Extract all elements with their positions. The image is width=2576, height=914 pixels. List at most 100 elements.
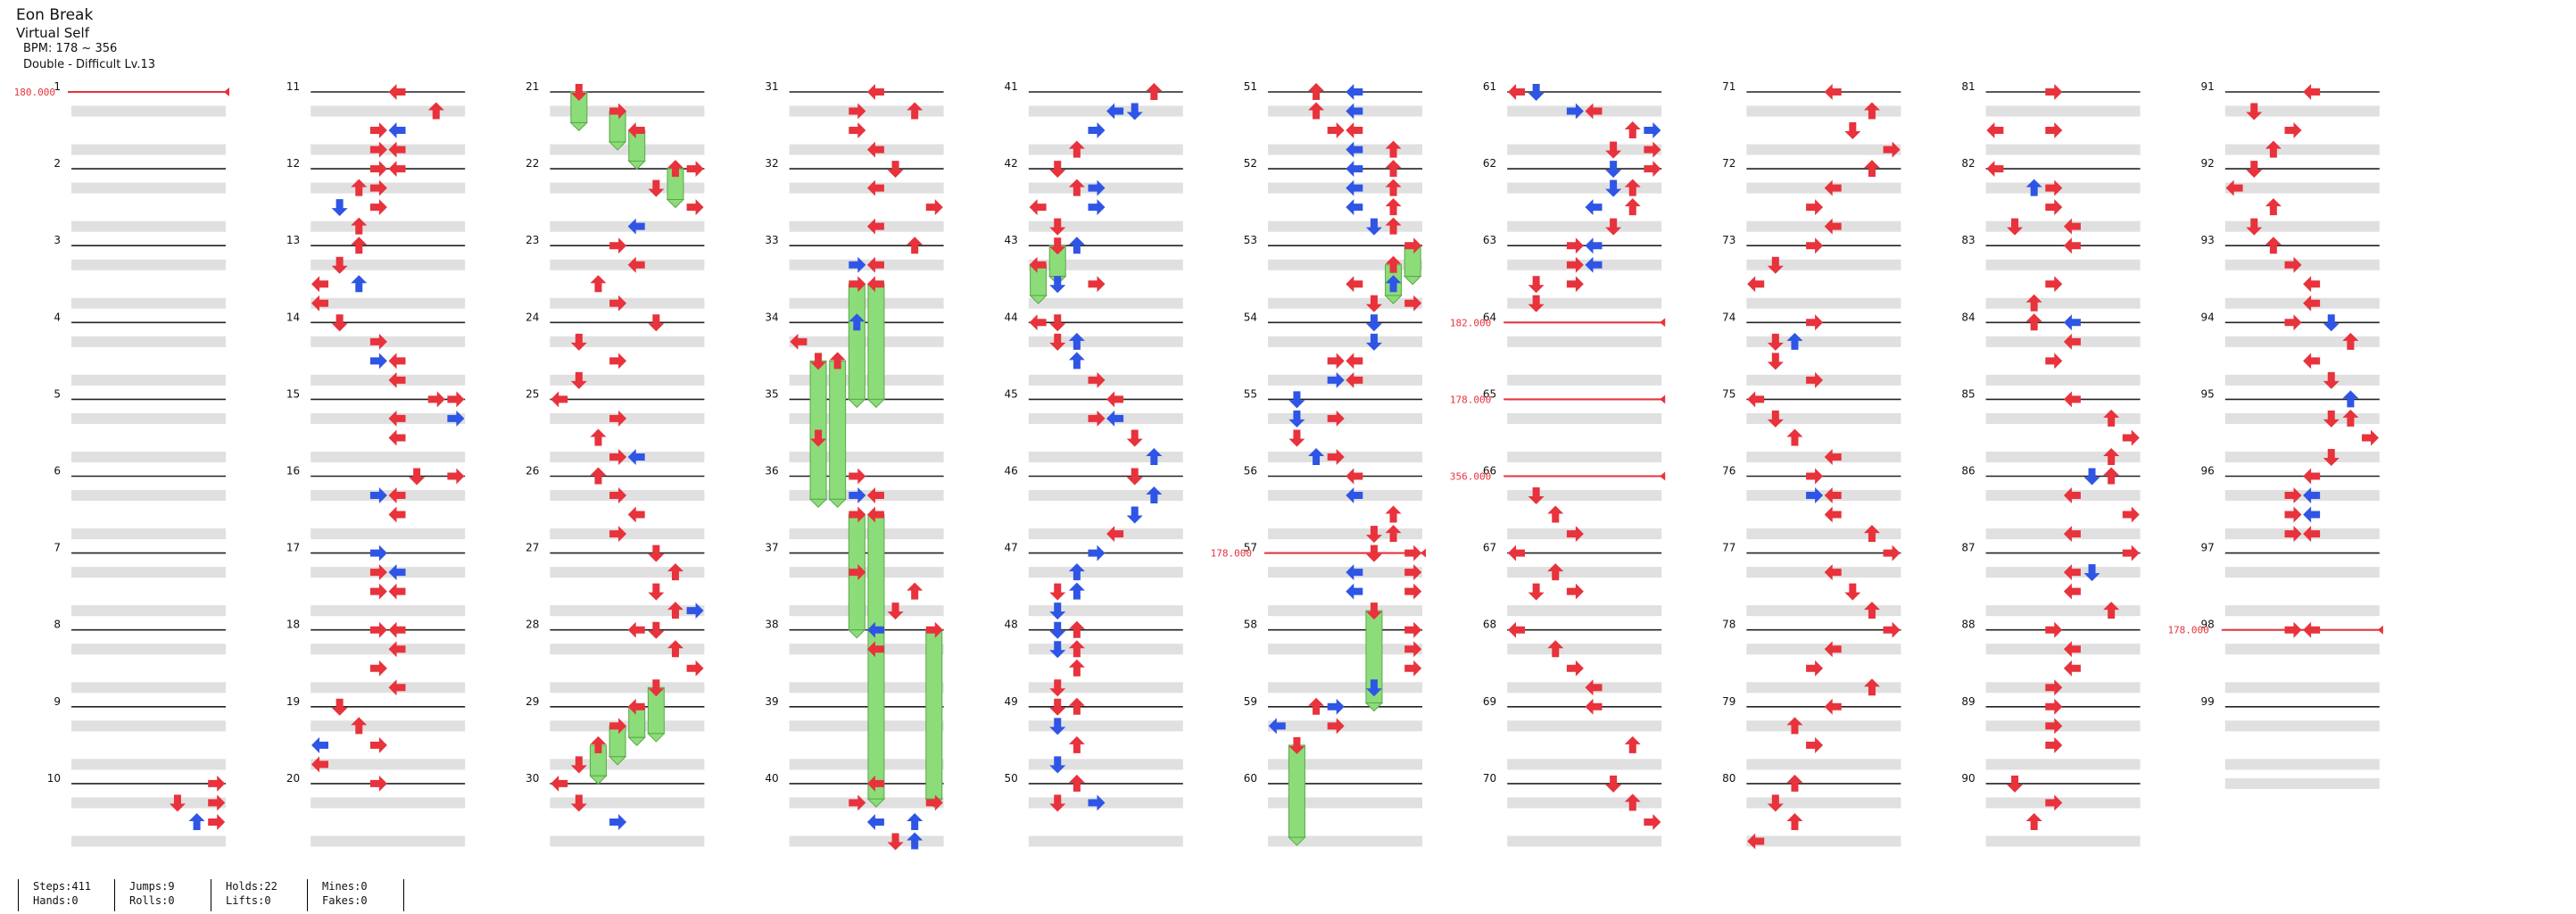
arrow-left-icon [1585, 256, 1603, 273]
hold-body [867, 283, 885, 400]
bpm-change-label: 178.000 [1211, 548, 1252, 560]
arrow-right-icon [686, 199, 704, 216]
arrow-left-icon [866, 84, 884, 100]
beat-stripe [1028, 759, 1183, 770]
measure-number: 59 [1244, 695, 1257, 708]
arrow-down-icon [1365, 295, 1382, 312]
beat-stripe [1268, 720, 1422, 732]
arrow-right-icon [208, 794, 226, 811]
arrow-right-icon [1806, 487, 1824, 504]
beat-stripe [311, 605, 466, 617]
arrow-up-icon [1068, 179, 1085, 196]
arrow-up-icon [188, 812, 205, 830]
beat-stripe [1028, 835, 1183, 847]
arrow-down-icon [887, 161, 904, 179]
beat-stripe [789, 182, 944, 194]
measure-number: 21 [526, 80, 539, 93]
measure-number: 4 [54, 311, 61, 323]
arrow-down-icon [1767, 333, 1784, 351]
arrow-right-icon [369, 564, 387, 581]
beat-stripe [1028, 182, 1183, 194]
arrow-right-icon [208, 813, 226, 830]
beat-stripe [1268, 644, 1422, 655]
beat-stripe [2224, 220, 2380, 232]
arrow-right-icon [369, 141, 387, 158]
beat-stripe [1268, 144, 1422, 155]
measure-number: 68 [1483, 619, 1496, 631]
arrow-left-icon [2063, 641, 2081, 658]
beat-stripe [2224, 759, 2380, 770]
measure-number: 42 [1005, 157, 1018, 170]
arrow-right-icon [849, 468, 866, 485]
measure-number: 83 [1961, 234, 1975, 246]
arrow-left-icon [1346, 103, 1363, 120]
measure-number: 30 [526, 772, 539, 785]
arrow-right-icon [369, 775, 387, 792]
arrow-right-icon [1644, 141, 1661, 158]
beat-stripe [71, 759, 226, 770]
arrow-down-icon [331, 314, 348, 332]
arrow-right-icon [1566, 103, 1584, 120]
measure-number: 52 [1244, 157, 1257, 170]
measure-number: 40 [765, 772, 778, 785]
measure-number: 55 [1244, 387, 1257, 400]
hold-tail [866, 798, 886, 808]
beat-stripe [71, 105, 226, 117]
arrow-up-icon [351, 179, 368, 196]
measure-number: 41 [1005, 80, 1018, 93]
beat-stripe [1746, 489, 1901, 502]
beat-stripe [1507, 720, 1662, 732]
arrow-down-icon [331, 256, 348, 274]
beat-stripe [1268, 567, 1422, 578]
beat-stripe [1507, 259, 1662, 270]
hold-tail [627, 736, 646, 746]
beat-stripe [2224, 451, 2380, 463]
beat-stripe [1268, 605, 1422, 617]
beat-stripe [1985, 105, 2141, 117]
arrow-right-icon [849, 256, 866, 273]
arrow-right-icon [369, 736, 387, 753]
arrow-left-icon [2063, 564, 2081, 581]
beat-stripe [1028, 528, 1183, 540]
measure-number: 76 [1722, 465, 1735, 478]
arrow-up-icon [2342, 390, 2359, 408]
arrow-left-icon [866, 506, 884, 523]
arrow-right-icon [2122, 429, 2140, 446]
beat-stripe [1746, 259, 1901, 270]
beat-stripe [1028, 605, 1183, 617]
arrow-up-icon [351, 237, 368, 254]
beat-stripe [1507, 105, 1662, 117]
beat-stripe [1268, 489, 1422, 502]
arrow-down-icon [570, 756, 587, 774]
beat-stripe [1268, 528, 1422, 540]
arrow-left-icon [1029, 256, 1047, 273]
hold-tail [1288, 836, 1306, 846]
measure-number: 6 [54, 465, 61, 478]
measure-number: 82 [1961, 157, 1975, 170]
arrow-right-icon [1088, 122, 1106, 139]
beat-stripe [1985, 682, 2141, 694]
bpm-change-marker [224, 87, 229, 96]
arrow-left-icon [1824, 84, 1842, 100]
beat-stripe [1985, 144, 2141, 155]
beat-stripe [1507, 336, 1662, 347]
arrow-down-icon [1605, 218, 1622, 236]
arrow-left-icon [866, 179, 884, 196]
beat-stripe [1507, 797, 1662, 809]
arrow-down-icon [1049, 333, 1066, 351]
arrow-up-icon [1385, 217, 1402, 235]
beat-stripe [789, 835, 944, 847]
arrow-down-icon [1365, 544, 1382, 562]
measure-number: 7 [54, 542, 61, 554]
beat-stripe [71, 797, 226, 809]
arrow-down-icon [1049, 641, 1066, 659]
arrow-left-icon [1346, 84, 1363, 100]
hold-tail [608, 141, 627, 151]
arrow-left-icon [388, 487, 406, 504]
beat-stripe [71, 412, 226, 424]
measure-number: 24 [526, 311, 539, 323]
arrow-right-icon [609, 237, 627, 254]
beat-stripe [71, 605, 226, 617]
beat-stripe [1028, 105, 1183, 117]
arrow-left-icon [2303, 487, 2321, 504]
